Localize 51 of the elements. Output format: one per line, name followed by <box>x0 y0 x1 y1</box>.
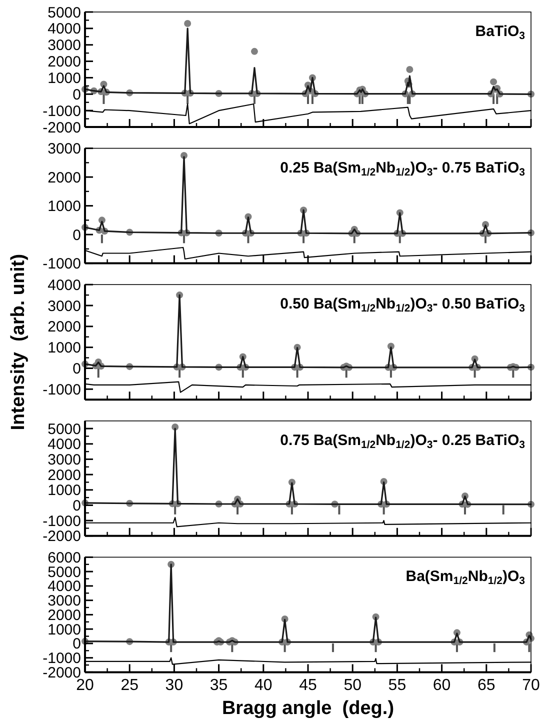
x-tick-label: 25 <box>120 677 139 694</box>
y-tick-label: -1000 <box>42 381 81 398</box>
annotation: 0.25 Ba(Sm$_{1/2}$Nb$_{1/2}$)O$_{3}$- 0.75 BaTiO$_{3}$ <box>280 159 526 179</box>
y-tick-label: 2000 <box>48 318 81 336</box>
y-tick-label: 1000 <box>48 340 81 357</box>
y-tick-label: 2000 <box>48 169 81 186</box>
y-tick-label: 1000 <box>48 621 81 638</box>
x-tick-label: 50 <box>344 677 362 694</box>
y-tick-label: 1000 <box>48 482 81 500</box>
y-tick-label: 4000 <box>48 578 81 596</box>
y-tick-label: 4000 <box>48 276 81 294</box>
y-tick-label: 2000 <box>48 54 81 71</box>
y-tick-label: 4000 <box>48 20 81 38</box>
y-tick-label: 0 <box>72 226 81 244</box>
y-tick-label: 3000 <box>48 37 81 54</box>
y-tick-label: 0 <box>72 497 81 514</box>
x-tick-label: 20 <box>76 677 94 694</box>
x-tick-label: 70 <box>522 677 540 694</box>
y-tick-label: 5000 <box>48 4 81 22</box>
y-tick-label: -2000 <box>42 119 81 136</box>
y-tick-label: 2000 <box>48 466 81 484</box>
y-tick-label: 6000 <box>48 549 81 566</box>
y-tick-label: -2000 <box>42 528 81 546</box>
x-tick-label: 40 <box>254 677 272 694</box>
x-tick-label: 60 <box>432 677 451 694</box>
y-tick-label: 0 <box>72 360 81 378</box>
x-tick-label: 35 <box>210 677 228 694</box>
x-tick-label: 30 <box>165 677 184 694</box>
x-axis-title: Bragg angle (deg.) <box>222 698 394 720</box>
y-tick-label: 1000 <box>48 70 81 87</box>
y-tick-label: -1000 <box>42 256 81 273</box>
y-tick-label: 0 <box>72 86 81 104</box>
y-tick-label: -1000 <box>42 102 81 120</box>
annotation: Ba(Sm$_{1/2}$Nb$_{1/2}$)O$_{3}$ <box>406 568 526 588</box>
annotation: 0.50 Ba(Sm$_{1/2}$Nb$_{1/2}$)O$_{3}$- 0.50 BaTiO$_{3}$ <box>280 296 526 315</box>
y-tick-label: -1000 <box>42 512 81 530</box>
y-tick-label: 0 <box>72 636 81 653</box>
y-tick-label: 3000 <box>48 140 81 158</box>
x-tick-label: 45 <box>299 677 317 694</box>
y-tick-label: 5000 <box>48 564 81 581</box>
y-tick-label: 3000 <box>48 451 81 468</box>
y-tick-label: 5000 <box>48 420 81 438</box>
y-tick-label: 4000 <box>48 436 81 454</box>
y-tick-label: 1000 <box>48 198 81 216</box>
x-tick-label: 65 <box>478 677 496 694</box>
y-tick-label: 3000 <box>48 298 81 315</box>
y-tick-label: -1000 <box>42 650 81 668</box>
x-tick-label: 55 <box>388 677 406 694</box>
y-axis-title: Intensity (arb. unit) <box>8 254 29 430</box>
annotation: BaTiO$_{3}$ <box>475 23 526 42</box>
annotation: 0.75 Ba(Sm$_{1/2}$Nb$_{1/2}$)O$_{3}$- 0.25 BaTiO$_{3}$ <box>280 432 526 452</box>
